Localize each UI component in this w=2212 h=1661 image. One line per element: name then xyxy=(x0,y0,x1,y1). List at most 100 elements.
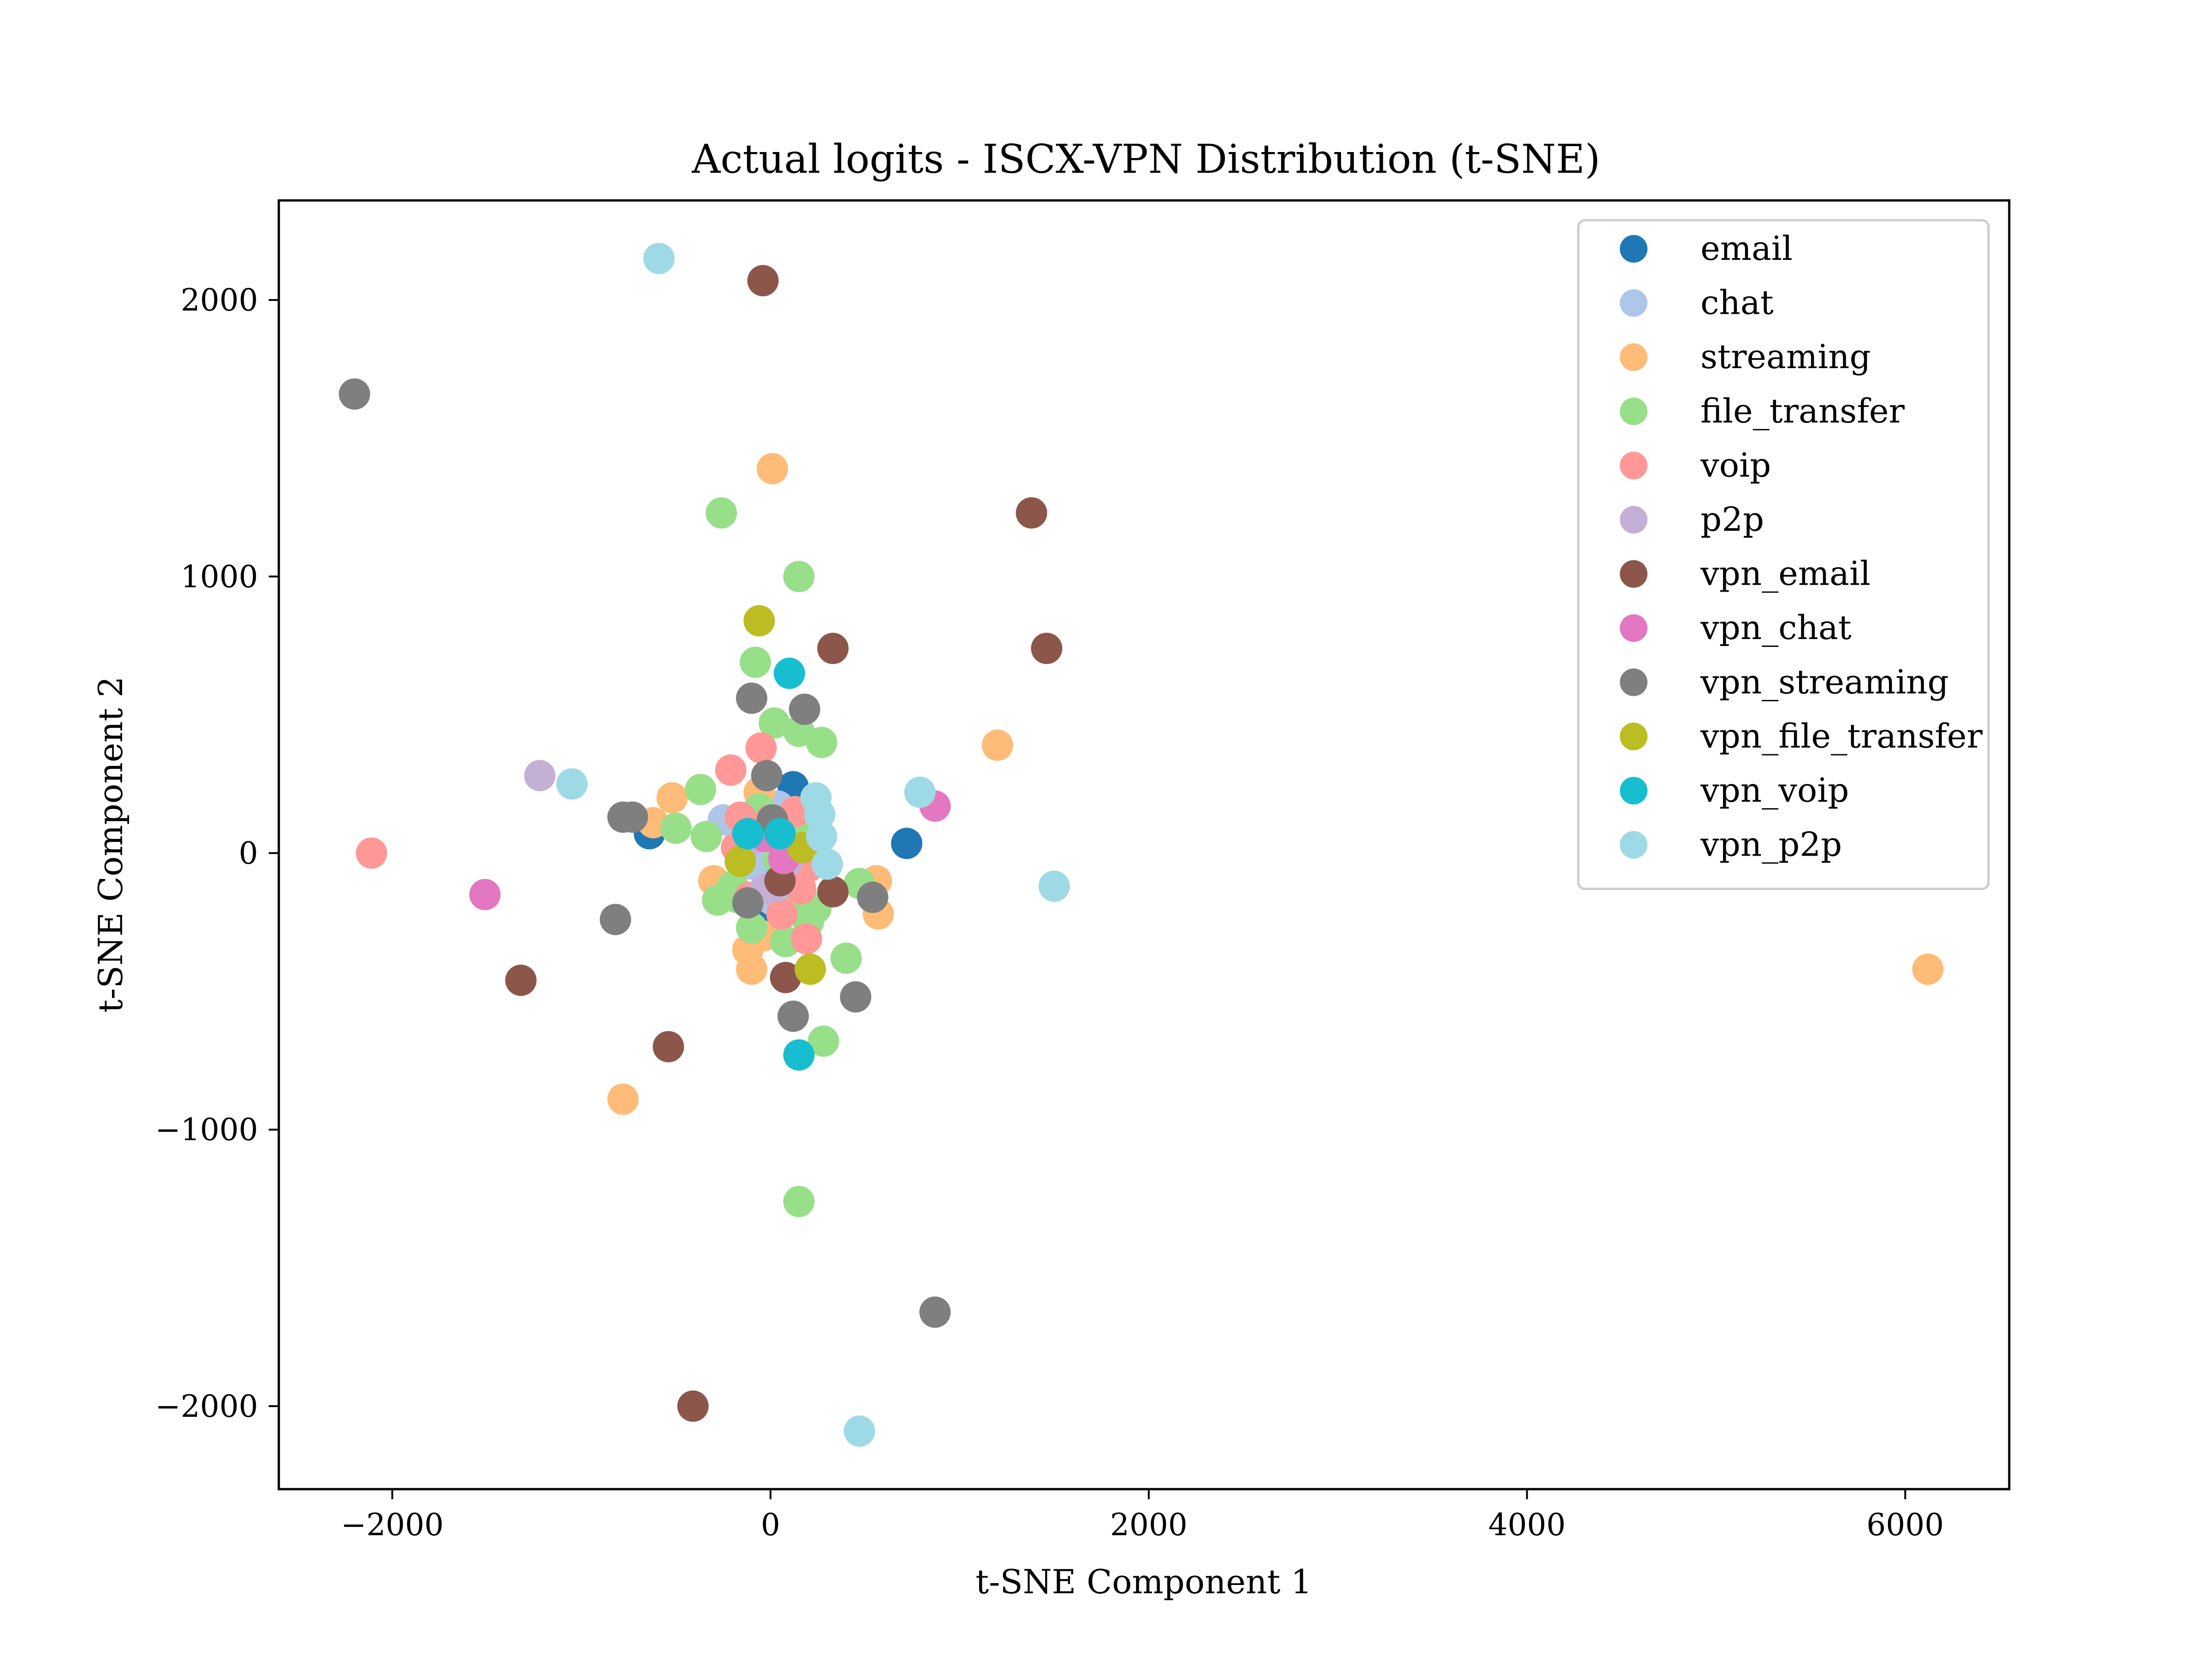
scatter-points xyxy=(339,243,1944,1447)
legend-item-vpn-email: vpn_email xyxy=(1620,554,1871,593)
legend-marker xyxy=(1620,506,1647,534)
y-tick-label: −1000 xyxy=(155,1112,258,1148)
point-p2p-0 xyxy=(524,760,556,792)
legend-marker xyxy=(1620,452,1647,480)
point-vpn-streaming-0 xyxy=(339,378,371,410)
point-vpn-streaming-7 xyxy=(777,1000,809,1032)
point-streaming-2 xyxy=(1912,953,1944,985)
y-tick-label: −2000 xyxy=(155,1389,258,1424)
point-vpn-file-transfer-1 xyxy=(794,953,826,985)
y-axis-label: t-SNE Component 2 xyxy=(91,676,130,1013)
point-file-transfer-9 xyxy=(807,1025,839,1057)
point-vpn-voip-3 xyxy=(732,818,764,850)
point-vpn-voip-2 xyxy=(764,818,796,850)
legend-marker xyxy=(1620,343,1647,371)
legend-item-file-transfer: file_transfer xyxy=(1620,392,1905,430)
legend-label: vpn_email xyxy=(1700,554,1871,593)
point-vpn-streaming-6 xyxy=(840,981,871,1013)
point-vpn-streaming-4 xyxy=(617,801,648,833)
point-vpn-streaming-2 xyxy=(788,693,820,725)
point-vpn-p2p-0 xyxy=(643,243,675,274)
point-vpn-streaming-9 xyxy=(857,881,888,913)
series-vpn-voip xyxy=(732,657,815,1071)
point-vpn-file-transfer-2 xyxy=(724,845,756,877)
legend-frame xyxy=(1577,219,1990,890)
series-vpn-p2p xyxy=(556,243,1070,1447)
point-streaming-6 xyxy=(656,782,688,814)
legend-marker xyxy=(1620,777,1647,804)
x-tick-label: 0 xyxy=(761,1507,780,1543)
x-axis-label: t-SNE Component 1 xyxy=(976,1562,1312,1601)
x-tick-label: 2000 xyxy=(1110,1507,1188,1543)
legend-item-streaming: streaming xyxy=(1620,337,1871,376)
point-vpn-email-5 xyxy=(653,1031,684,1062)
legend-label: email xyxy=(1700,229,1793,268)
point-vpn-streaming-12 xyxy=(732,887,764,919)
point-file-transfer-6 xyxy=(685,774,717,805)
point-file-transfer-19 xyxy=(690,821,722,852)
legend-item-vpn-file-transfer: vpn_file_transfer xyxy=(1620,716,1983,755)
legend-item-vpn-voip: vpn_voip xyxy=(1620,771,1849,810)
point-voip-4 xyxy=(791,923,822,955)
point-streaming-0 xyxy=(757,453,788,485)
point-voip-0 xyxy=(356,837,388,869)
series-vpn-file-transfer xyxy=(724,605,826,985)
point-vpn-email-7 xyxy=(770,962,801,993)
legend-marker xyxy=(1620,397,1647,425)
point-vpn-p2p-2 xyxy=(904,776,936,808)
point-vpn-streaming-8 xyxy=(919,1296,951,1328)
x-tick-label: 4000 xyxy=(1488,1507,1566,1543)
point-file-transfer-2 xyxy=(740,646,771,678)
point-voip-1 xyxy=(715,754,747,786)
point-file-transfer-0 xyxy=(706,497,737,529)
legend-marker xyxy=(1620,614,1647,642)
point-file-transfer-16 xyxy=(736,912,767,944)
point-vpn-email-1 xyxy=(1016,497,1047,529)
point-voip-2 xyxy=(745,732,777,764)
point-file-transfer-8 xyxy=(830,942,862,974)
legend-item-vpn-p2p: vpn_p2p xyxy=(1620,825,1842,864)
point-vpn-p2p-5 xyxy=(812,848,843,880)
point-email-1 xyxy=(891,828,923,859)
point-vpn-streaming-1 xyxy=(736,682,767,714)
legend-item-vpn-chat: vpn_chat xyxy=(1620,608,1852,647)
legend-label: vpn_chat xyxy=(1700,608,1852,647)
point-voip-5 xyxy=(766,898,798,930)
point-vpn-email-6 xyxy=(677,1390,709,1422)
point-vpn-email-4 xyxy=(505,964,537,996)
legend-item-email: email xyxy=(1620,229,1793,268)
x-tick-label: −2000 xyxy=(341,1507,444,1543)
point-file-transfer-7 xyxy=(660,812,692,844)
legend-item-vpn-streaming: vpn_streaming xyxy=(1620,663,1949,701)
legend-marker xyxy=(1620,722,1647,751)
point-vpn-email-0 xyxy=(747,265,779,297)
plot-area-frame xyxy=(277,199,2011,1491)
legend-item-voip: voip xyxy=(1620,446,1771,484)
legend-marker xyxy=(1620,289,1647,317)
legend-label: voip xyxy=(1700,446,1771,484)
legend-marker xyxy=(1620,831,1647,859)
series-streaming xyxy=(607,453,1944,1115)
legend-label: vpn_streaming xyxy=(1700,663,1949,701)
legend-label: vpn_p2p xyxy=(1700,825,1842,864)
legend-label: streaming xyxy=(1700,337,1871,376)
point-vpn-p2p-3 xyxy=(1038,870,1070,902)
point-vpn-email-8 xyxy=(817,876,849,908)
point-streaming-1 xyxy=(982,729,1013,761)
point-vpn-email-2 xyxy=(1031,633,1063,664)
point-vpn-voip-0 xyxy=(774,657,805,689)
legend-marker xyxy=(1620,560,1647,588)
point-vpn-p2p-1 xyxy=(556,768,588,800)
y-tick-label: 0 xyxy=(239,836,258,871)
legend-item-chat: chat xyxy=(1620,283,1774,322)
point-vpn-streaming-5 xyxy=(600,904,631,935)
legend-label: p2p xyxy=(1700,500,1764,539)
legend-marker xyxy=(1620,235,1647,263)
point-streaming-3 xyxy=(607,1083,639,1115)
point-vpn-chat-1 xyxy=(469,879,501,910)
series-vpn-streaming xyxy=(339,378,951,1328)
point-vpn-p2p-8 xyxy=(806,821,837,852)
